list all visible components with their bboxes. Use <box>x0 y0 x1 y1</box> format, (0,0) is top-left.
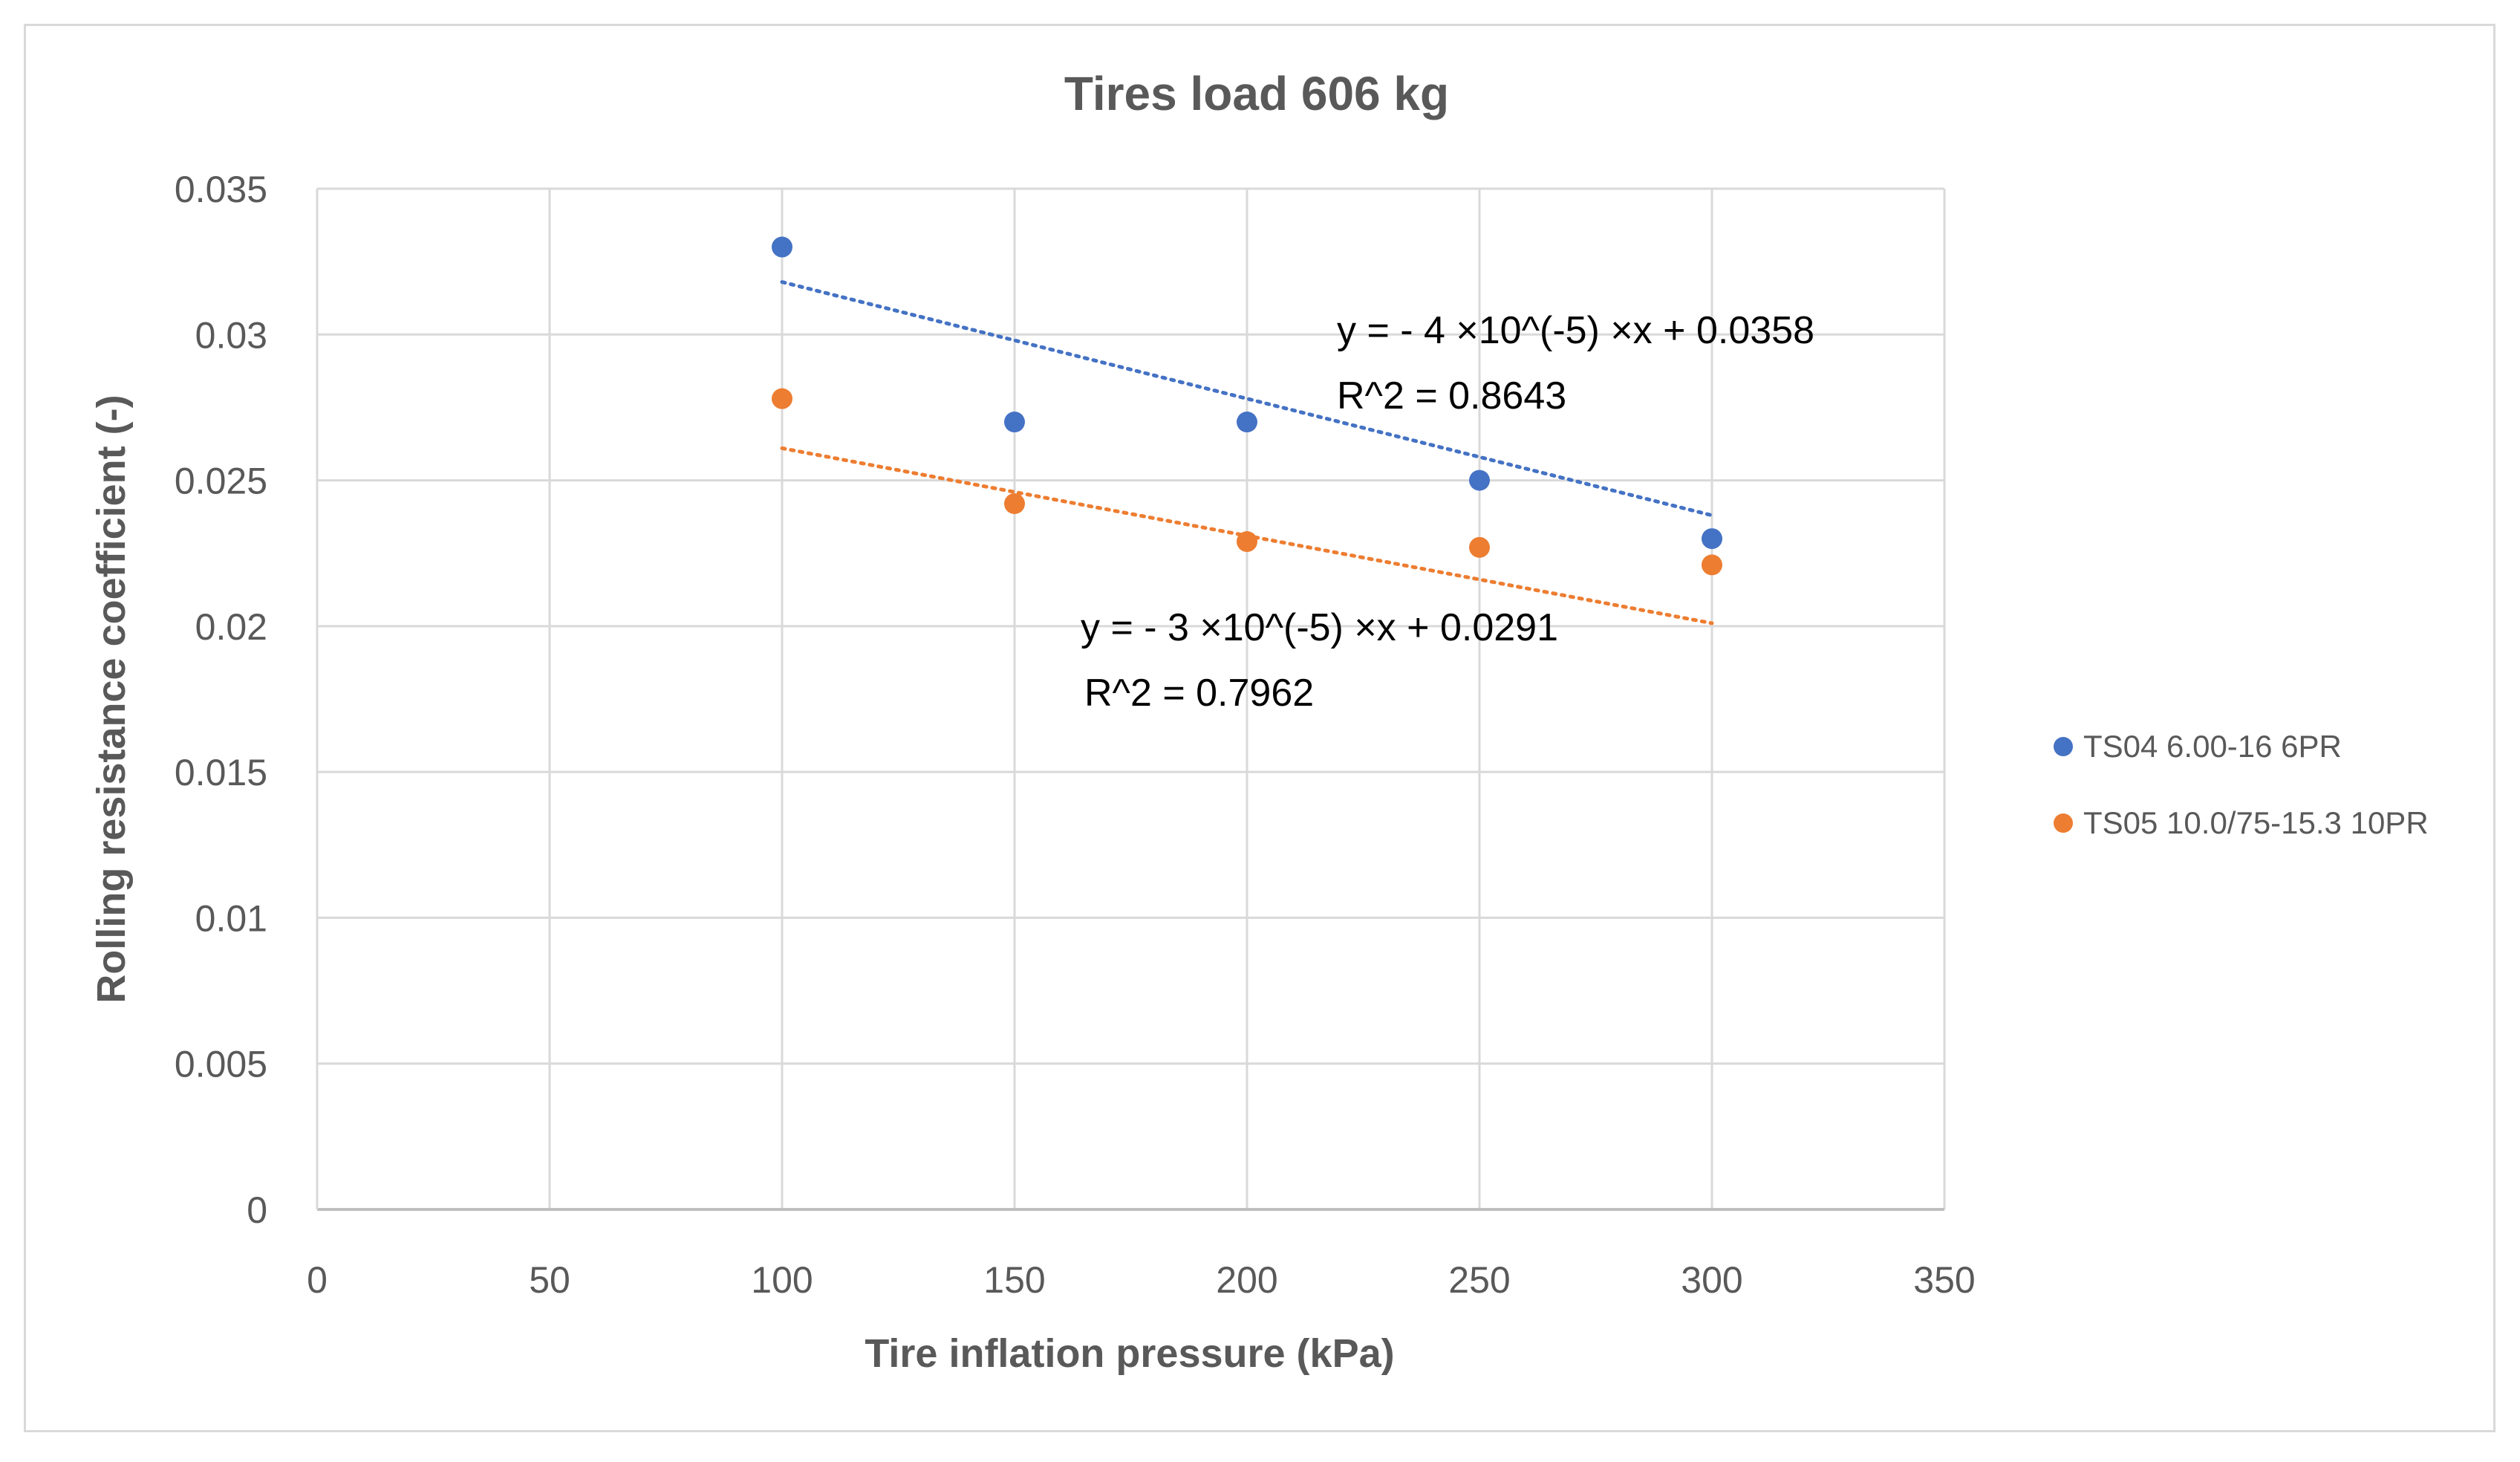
data-point-ts04 <box>772 236 792 258</box>
legend-label-ts04: TS04 6.00-16 6PR <box>2083 729 2342 764</box>
chart-title: Tires load 606 kg <box>1064 67 1449 120</box>
x-tick-label: 100 <box>751 1259 813 1301</box>
x-tick-label: 0 <box>307 1259 328 1301</box>
data-point-ts05 <box>1004 493 1025 514</box>
x-tick-label: 350 <box>1913 1259 1975 1301</box>
data-point-ts05 <box>1702 554 1722 576</box>
chart-frame <box>24 24 2495 1432</box>
x-tick-labels: 0 50 100 150 200 250 300 350 <box>307 1259 1976 1301</box>
data-points <box>772 236 1722 576</box>
y-tick-label: 0 <box>247 1189 267 1231</box>
x-axis-label: Tire inflation pressure (kPa) <box>865 1331 1394 1376</box>
x-tick-label: 150 <box>983 1259 1045 1301</box>
x-tick-label: 200 <box>1216 1259 1277 1301</box>
axes <box>316 189 1944 1211</box>
legend: TS04 6.00-16 6PR TS05 10.0/75-15.3 10PR <box>2054 729 2429 840</box>
data-point-ts04 <box>1237 412 1257 433</box>
data-point-ts05 <box>1237 531 1257 553</box>
y-axis-label: Rolling resistance coefficient (-) <box>89 394 134 1003</box>
y-tick-label: 0.015 <box>175 752 267 793</box>
y-tick-label: 0.025 <box>175 461 267 502</box>
y-tick-label: 0.02 <box>195 606 267 648</box>
data-point-ts04 <box>1702 528 1722 550</box>
y-tick-label: 0.005 <box>175 1044 267 1085</box>
data-point-ts05 <box>772 388 792 409</box>
trendline-r2-ts05: R^2 = 0.7962 <box>1084 672 1314 715</box>
grid-lines <box>317 187 1946 1209</box>
y-tick-label: 0.03 <box>195 314 267 356</box>
legend-marker-ts05 <box>2054 813 2073 833</box>
data-point-ts04 <box>1469 470 1490 491</box>
x-tick-label: 300 <box>1681 1259 1742 1301</box>
legend-label-ts05: TS05 10.0/75-15.3 10PR <box>2083 805 2429 840</box>
y-tick-label: 0.01 <box>195 897 267 939</box>
trendline-equation-ts04: y = - 4 ×10^(-5) ×x + 0.0358 <box>1337 309 1814 352</box>
trendline-equation-ts05: y = - 3 ×10^(-5) ×x + 0.0291 <box>1081 606 1558 649</box>
legend-marker-ts04 <box>2054 737 2073 756</box>
data-point-ts05 <box>1469 536 1490 558</box>
x-tick-label: 250 <box>1448 1259 1510 1301</box>
y-tick-labels: 0 0.005 0.01 0.015 0.02 0.025 0.03 0.035 <box>175 169 267 1231</box>
y-tick-label: 0.035 <box>175 169 267 210</box>
trendline-ts04 <box>780 280 1714 518</box>
trendline-r2-ts04: R^2 = 0.8643 <box>1337 374 1566 418</box>
data-point-ts04 <box>1004 412 1025 433</box>
x-tick-label: 50 <box>529 1259 570 1301</box>
